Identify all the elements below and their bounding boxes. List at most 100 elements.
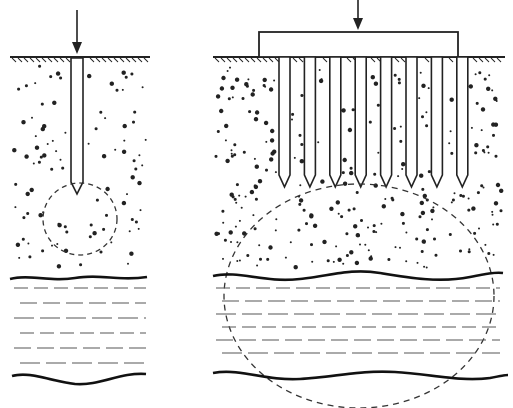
soil-dot [310, 243, 313, 247]
soil-dot [14, 182, 18, 186]
ground-hatch [101, 57, 107, 63]
single-pile-panel [9, 10, 150, 386]
soil-dot [21, 120, 26, 125]
soil-dot [227, 97, 231, 101]
soil-dot [257, 179, 263, 184]
soil-dot [214, 154, 218, 158]
soil-dot [233, 153, 237, 157]
soil-dot [236, 260, 239, 262]
soil-dot [397, 175, 400, 178]
soil-dot [259, 257, 262, 261]
soil-dot [493, 96, 498, 102]
soil-dot [293, 156, 296, 159]
soil-dot [289, 241, 292, 244]
soil-dot [22, 216, 26, 220]
ground-hatch [262, 57, 268, 63]
group-pile [303, 56, 317, 189]
soil-dot [231, 96, 234, 99]
soil-dot [492, 223, 495, 226]
soil-dot [419, 200, 424, 206]
soil-dot [144, 138, 147, 141]
soil-dot [492, 253, 495, 256]
soil-dot [38, 64, 42, 68]
soil-dot [253, 117, 259, 122]
soil-dot [132, 120, 135, 124]
soil-dot [431, 218, 433, 221]
ground-hatch [17, 57, 23, 63]
soil-dot [94, 127, 98, 131]
soil-dot [320, 179, 325, 184]
soil-dot [233, 143, 237, 147]
soil-dot [34, 135, 37, 138]
soil-dot [311, 260, 314, 263]
soil-dot [318, 78, 324, 84]
soil-dot [101, 154, 107, 159]
ground-hatch [119, 57, 125, 63]
soil-dot [127, 262, 129, 265]
soil-dot [486, 145, 490, 149]
soil-dot [250, 92, 255, 97]
soil-dot [61, 166, 65, 170]
soil-dot [32, 162, 35, 165]
soil-dot [298, 198, 304, 203]
soil-dot [256, 264, 259, 267]
soil-dot [492, 133, 495, 137]
soil-dots-left [12, 64, 147, 269]
soil-dot [222, 221, 225, 224]
soil-dot [487, 151, 490, 154]
soil-dot [268, 87, 274, 92]
ground-hatch [131, 57, 137, 63]
soil-dot [493, 201, 499, 206]
soil-dot [495, 222, 499, 226]
soil-dot [401, 168, 404, 170]
soil-dot [92, 231, 97, 236]
soil-dot [52, 100, 57, 106]
soil-dot [49, 75, 53, 79]
soil-dot [453, 192, 456, 195]
soil-dot [484, 243, 487, 246]
ground-hatch [29, 57, 35, 63]
load-arrow-left [72, 10, 82, 54]
soil-dot [487, 252, 491, 255]
soil-dot [329, 206, 334, 211]
soil-dot [421, 83, 426, 89]
soil-dot [425, 124, 429, 128]
soil-dot [475, 101, 479, 105]
ground-hatch [53, 57, 59, 63]
soil-dot [359, 243, 361, 246]
soil-dot [121, 70, 126, 75]
ground-hatch [394, 57, 400, 63]
soil-dot [394, 246, 397, 249]
soil-dot [230, 241, 232, 243]
soil-dot [421, 239, 426, 244]
soil-dot [130, 218, 134, 221]
soil-dot [297, 228, 301, 232]
soil-dot [137, 180, 142, 186]
soil-dot [470, 126, 473, 129]
soil-dot [322, 239, 327, 245]
soil-dot [109, 81, 115, 86]
soil-dot [399, 139, 403, 143]
soil-dot [372, 230, 376, 233]
soil-dot [373, 81, 379, 86]
soil-dot [133, 110, 137, 114]
soil-dot [51, 244, 53, 247]
soil-dot [419, 71, 422, 74]
soil-dot [238, 194, 241, 197]
soil-dot [302, 208, 306, 212]
soil-dot [236, 241, 239, 244]
soil-dot [370, 255, 373, 258]
ground-hatch [11, 57, 17, 63]
soil-dot [274, 171, 277, 174]
soil-dot [41, 249, 45, 253]
soil-dot [461, 194, 465, 198]
soil-dot [254, 164, 259, 169]
soil-dot [352, 207, 356, 211]
soil-dot [347, 208, 351, 212]
soil-dot [247, 78, 250, 81]
soil-dot [335, 200, 340, 205]
soil-dot [405, 231, 408, 234]
soil-dot [422, 193, 427, 199]
soil-dot [499, 209, 503, 213]
